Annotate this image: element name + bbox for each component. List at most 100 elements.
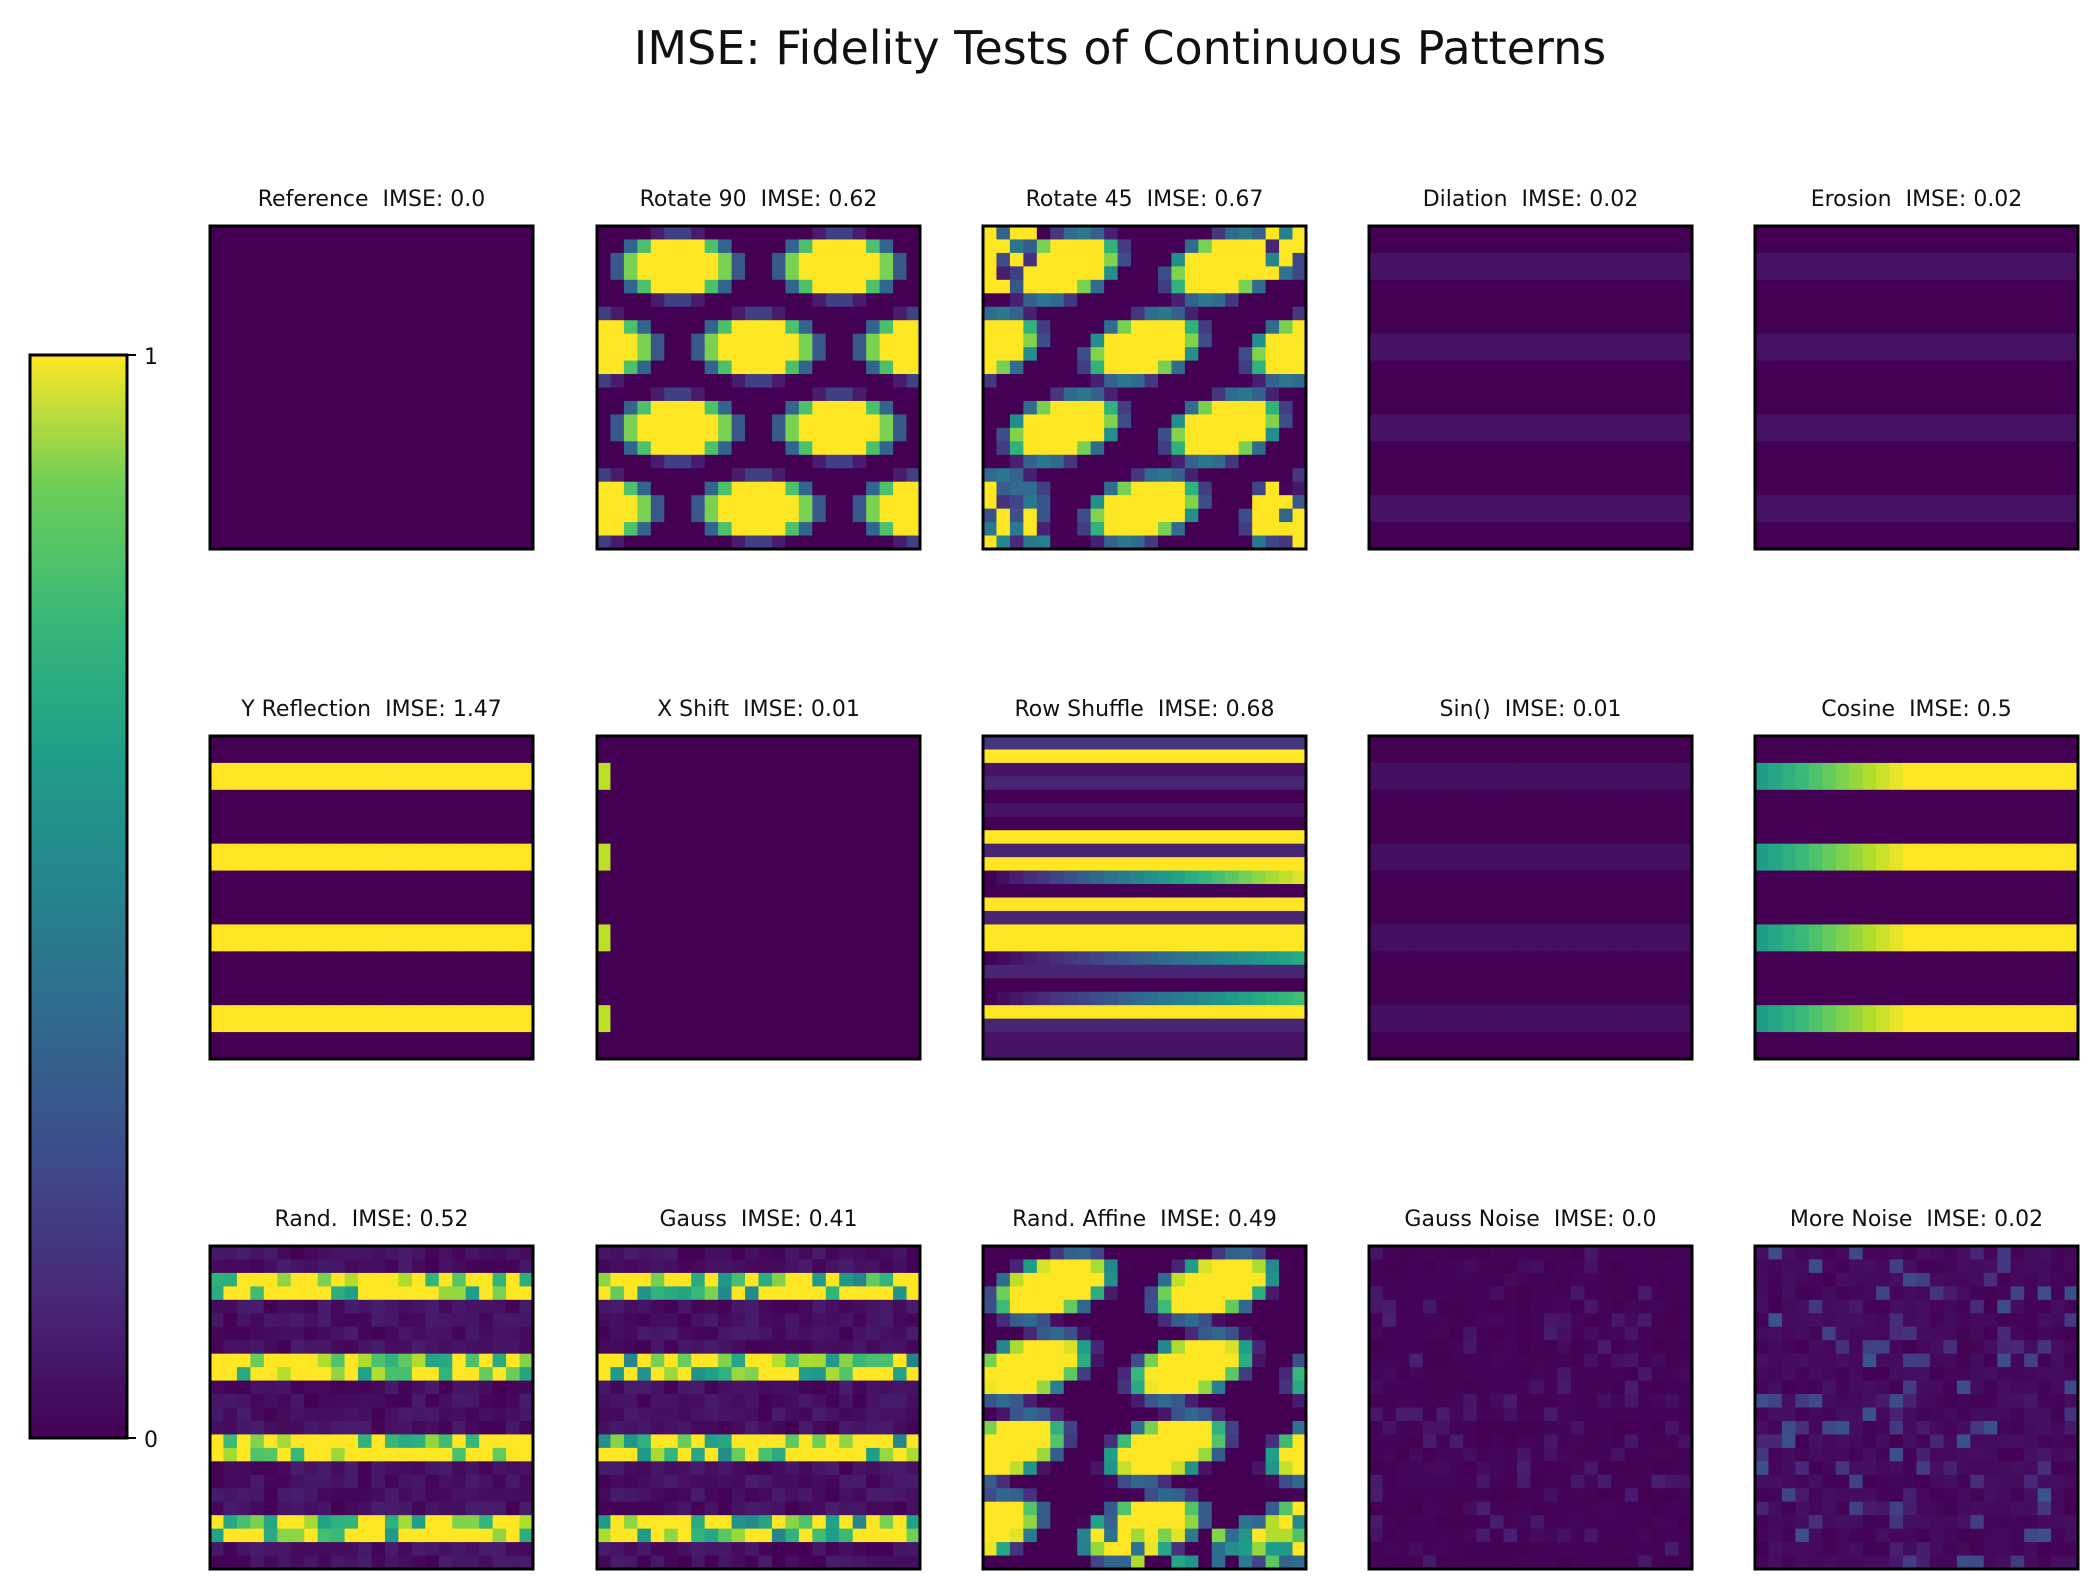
- heatmap-cell: [691, 816, 706, 831]
- heatmap-cell: [745, 333, 760, 348]
- heatmap-cell: [1211, 843, 1226, 858]
- heatmap-cell: [1279, 374, 1294, 389]
- heatmap-cell: [1279, 468, 1294, 483]
- heatmap-cell: [384, 803, 400, 818]
- heatmap-cell: [384, 387, 400, 402]
- heatmap-cell: [906, 937, 921, 952]
- heatmap-cell: [1795, 481, 1810, 496]
- heatmap-cell: [1889, 226, 1904, 241]
- heatmap-cell: [1104, 226, 1119, 241]
- heatmap-cell: [758, 816, 773, 831]
- heatmap-cell: [411, 374, 426, 389]
- heatmap-cell: [866, 306, 881, 321]
- heatmap-cell: [664, 776, 679, 791]
- heatmap-cell: [1970, 481, 1985, 496]
- heatmap-cell: [1678, 762, 1693, 777]
- heatmap-cell: [277, 897, 292, 912]
- heatmap-cell: [906, 1032, 921, 1047]
- heatmap-cell: [1104, 1032, 1119, 1047]
- heatmap-cell: [785, 239, 800, 254]
- heatmap-cell: [1476, 306, 1491, 321]
- heatmap-cell: [1090, 226, 1105, 241]
- heatmap-cell: [358, 870, 373, 885]
- panel-frame: [595, 734, 922, 1061]
- heatmap-cell: [996, 1032, 1011, 1047]
- panel-grid: Reference IMSE: 0.0 Rotate 90 IMSE: 0.62 R…: [208, 187, 2080, 1571]
- heatmap-cell: [1678, 776, 1693, 791]
- heatmap-cell: [223, 226, 238, 241]
- heatmap-cell: [879, 454, 894, 469]
- heatmap-cell: [1171, 762, 1186, 777]
- heatmap-cell: [785, 360, 800, 375]
- heatmap-cell: [597, 736, 612, 751]
- heatmap-cell: [1943, 414, 1958, 429]
- heatmap-cell: [771, 991, 787, 1006]
- heatmap-cell: [1395, 333, 1410, 348]
- heatmap-cell: [479, 333, 494, 348]
- heatmap-cell: [304, 374, 319, 389]
- heatmap-cell: [718, 924, 733, 939]
- heatmap-cell: [384, 252, 400, 267]
- heatmap-cell: [2051, 495, 2066, 510]
- heatmap-cell: [1063, 897, 1078, 912]
- heatmap-cell: [1611, 226, 1626, 241]
- heatmap-cell: [1903, 226, 1918, 241]
- heatmap-cell: [1144, 762, 1159, 777]
- heatmap-cell: [1678, 495, 1693, 510]
- heatmap-cell: [1449, 266, 1464, 281]
- heatmap-cell: [250, 279, 265, 294]
- heatmap-cell: [223, 481, 238, 496]
- heatmap-cell: [1157, 1005, 1173, 1020]
- heatmap-cell: [996, 910, 1011, 926]
- heatmap-cell: [1265, 347, 1280, 362]
- heatmap-cell: [1584, 400, 1599, 416]
- heatmap-cell: [879, 964, 894, 979]
- heatmap-cell: [758, 803, 773, 818]
- heatmap-cell: [1252, 374, 1267, 389]
- heatmap-cell: [1171, 414, 1186, 429]
- heatmap-cell: [1517, 320, 1532, 335]
- heatmap-cell: [1503, 320, 1518, 335]
- heatmap-cell: [1638, 347, 1653, 362]
- heatmap-cell: [2037, 266, 2052, 281]
- heatmap-cell: [1171, 1005, 1186, 1020]
- heatmap-cell: [1624, 535, 1639, 550]
- heatmap-cell: [1422, 481, 1437, 496]
- heatmap-cell: [1503, 857, 1518, 872]
- heatmap-cell: [1036, 414, 1051, 429]
- heatmap-cell: [2051, 414, 2066, 429]
- heatmap-cell: [1889, 481, 1904, 496]
- heatmap-cell: [664, 320, 679, 335]
- heatmap-cell: [812, 279, 827, 294]
- heatmap-cell: [664, 937, 679, 952]
- heatmap-cell: [996, 387, 1011, 402]
- heatmap-cell: [1422, 441, 1437, 456]
- heatmap-cell: [277, 816, 292, 831]
- heatmap-cell: [1157, 991, 1173, 1006]
- heatmap-cell: [852, 857, 867, 872]
- heatmap-cell: [210, 951, 225, 966]
- heatmap-cell: [1050, 816, 1065, 831]
- heatmap-cell: [825, 347, 840, 362]
- heatmap-cell: [610, 924, 625, 939]
- heatmap-cell: [1808, 347, 1823, 362]
- heatmap-cell: [1638, 360, 1653, 375]
- heatmap-cell: [1023, 884, 1038, 899]
- heatmap-cell: [2010, 306, 2025, 321]
- heatmap-cell: [1436, 535, 1451, 550]
- heatmap-cell: [798, 347, 813, 362]
- heatmap-cell: [731, 508, 746, 523]
- heatmap-cell: [637, 535, 652, 550]
- heatmap-cell: [2037, 347, 2052, 362]
- heatmap-cell: [465, 803, 480, 818]
- heatmap-cell: [1768, 360, 1783, 375]
- heatmap-cell: [1768, 535, 1783, 550]
- heatmap-cell: [1090, 347, 1105, 362]
- heatmap-cell: [879, 1018, 894, 1033]
- heatmap-cell: [331, 910, 346, 926]
- heatmap-cell: [223, 803, 238, 818]
- heatmap-cell: [371, 252, 386, 267]
- heatmap-cell: [1835, 360, 1850, 375]
- heatmap-cell: [1131, 333, 1146, 348]
- heatmap-cell: [236, 762, 251, 777]
